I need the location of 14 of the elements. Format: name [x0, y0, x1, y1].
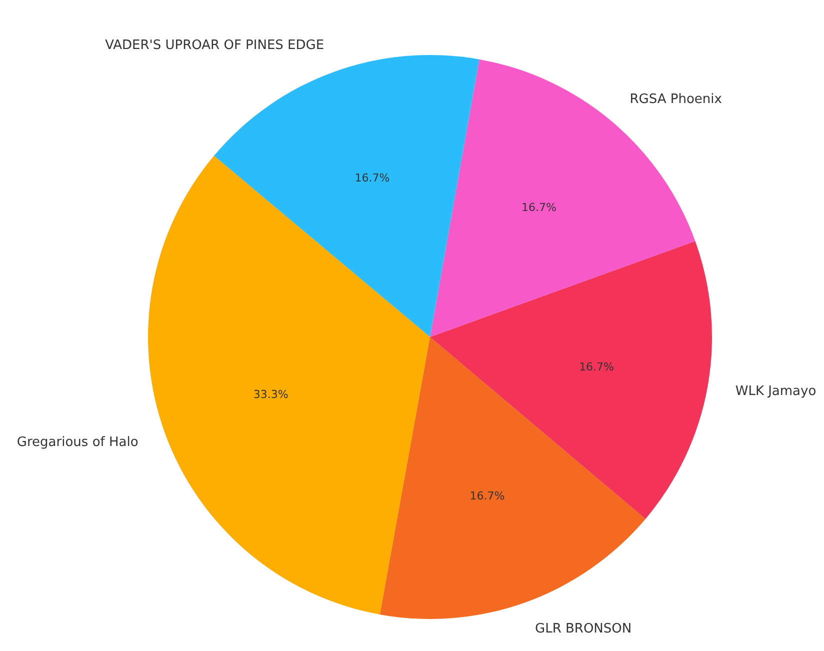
pie-slice: [148, 156, 430, 615]
slice-label: VADER'S UPROAR OF PINES EDGE: [105, 38, 324, 53]
data-label: 16.7%: [521, 201, 556, 214]
slice-label: GLR BRONSON: [535, 621, 632, 636]
pie-slice: [214, 55, 480, 337]
data-label: 33.3%: [253, 388, 288, 402]
data-label: 16.7%: [354, 171, 390, 184]
slice-label: RGSA Phoenix: [630, 92, 722, 108]
pie-slice: [430, 241, 712, 519]
slice-label: WLK Jamayo: [735, 384, 816, 400]
slice-label: Gregarious of Halo: [16, 434, 138, 450]
data-label: 16.7%: [579, 360, 614, 374]
pie-slice: [380, 337, 646, 619]
data-label: 16.7%: [470, 490, 505, 503]
